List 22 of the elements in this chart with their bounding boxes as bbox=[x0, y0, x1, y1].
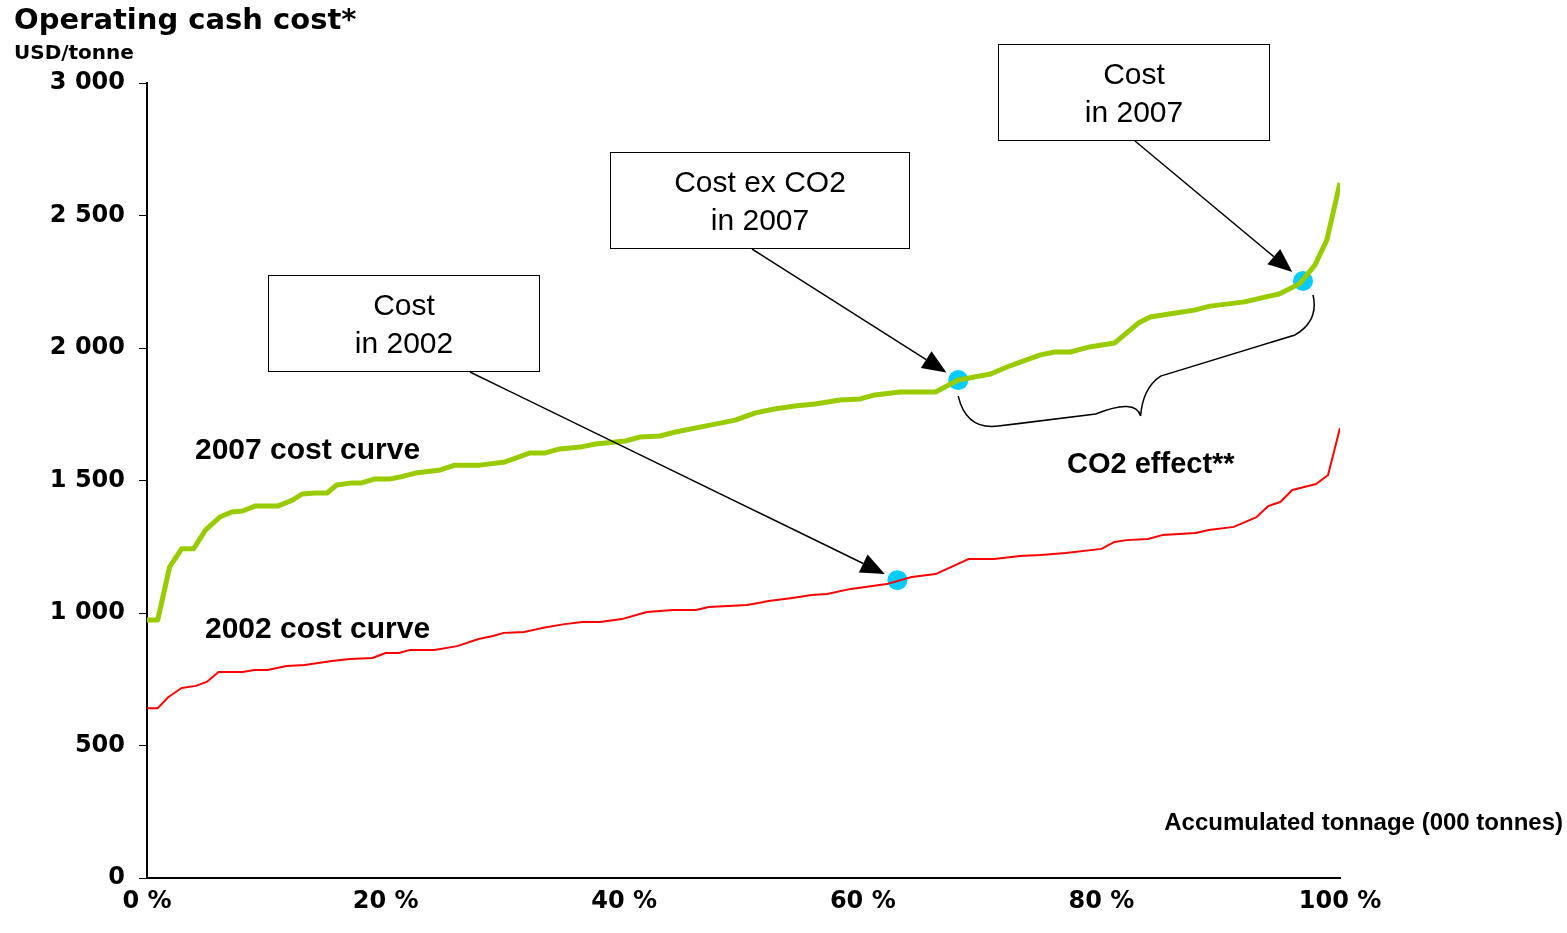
y-tick-label: 2 000 bbox=[49, 332, 125, 361]
annotation: Cost in 2007 bbox=[1084, 55, 1184, 130]
x-axis-title: Accumulated tonnage (000 tonnes) bbox=[1164, 808, 1563, 836]
y-tick-label: 0 bbox=[108, 862, 125, 891]
y-axis-title: USD/tonne bbox=[14, 40, 134, 64]
y-tick-label: 3 000 bbox=[49, 67, 125, 96]
x-tick-label: 100 % bbox=[1298, 885, 1382, 914]
x-tick-label: 20 % bbox=[352, 885, 419, 914]
annotation: Cost ex CO2 in 2007 bbox=[674, 163, 846, 238]
annotation: Cost in 2002 bbox=[354, 286, 454, 361]
x-tick-label: 60 % bbox=[829, 885, 896, 914]
x-tick-label: 80 % bbox=[1068, 885, 1135, 914]
y-tick-label: 500 bbox=[74, 729, 125, 758]
y-tick-label: 1 000 bbox=[49, 597, 125, 626]
y-tick-label: 2 500 bbox=[49, 199, 125, 228]
series-label: 2007 cost curve bbox=[195, 432, 421, 466]
chart-title: Operating cash cost* bbox=[14, 2, 357, 36]
series-label: 2002 cost curve bbox=[205, 611, 431, 645]
y-tick-label: 1 500 bbox=[49, 464, 125, 493]
x-tick-label: 40 % bbox=[591, 885, 658, 914]
x-tick-label: 0 % bbox=[122, 885, 172, 914]
annotation: CO2 effect** bbox=[1067, 447, 1235, 480]
